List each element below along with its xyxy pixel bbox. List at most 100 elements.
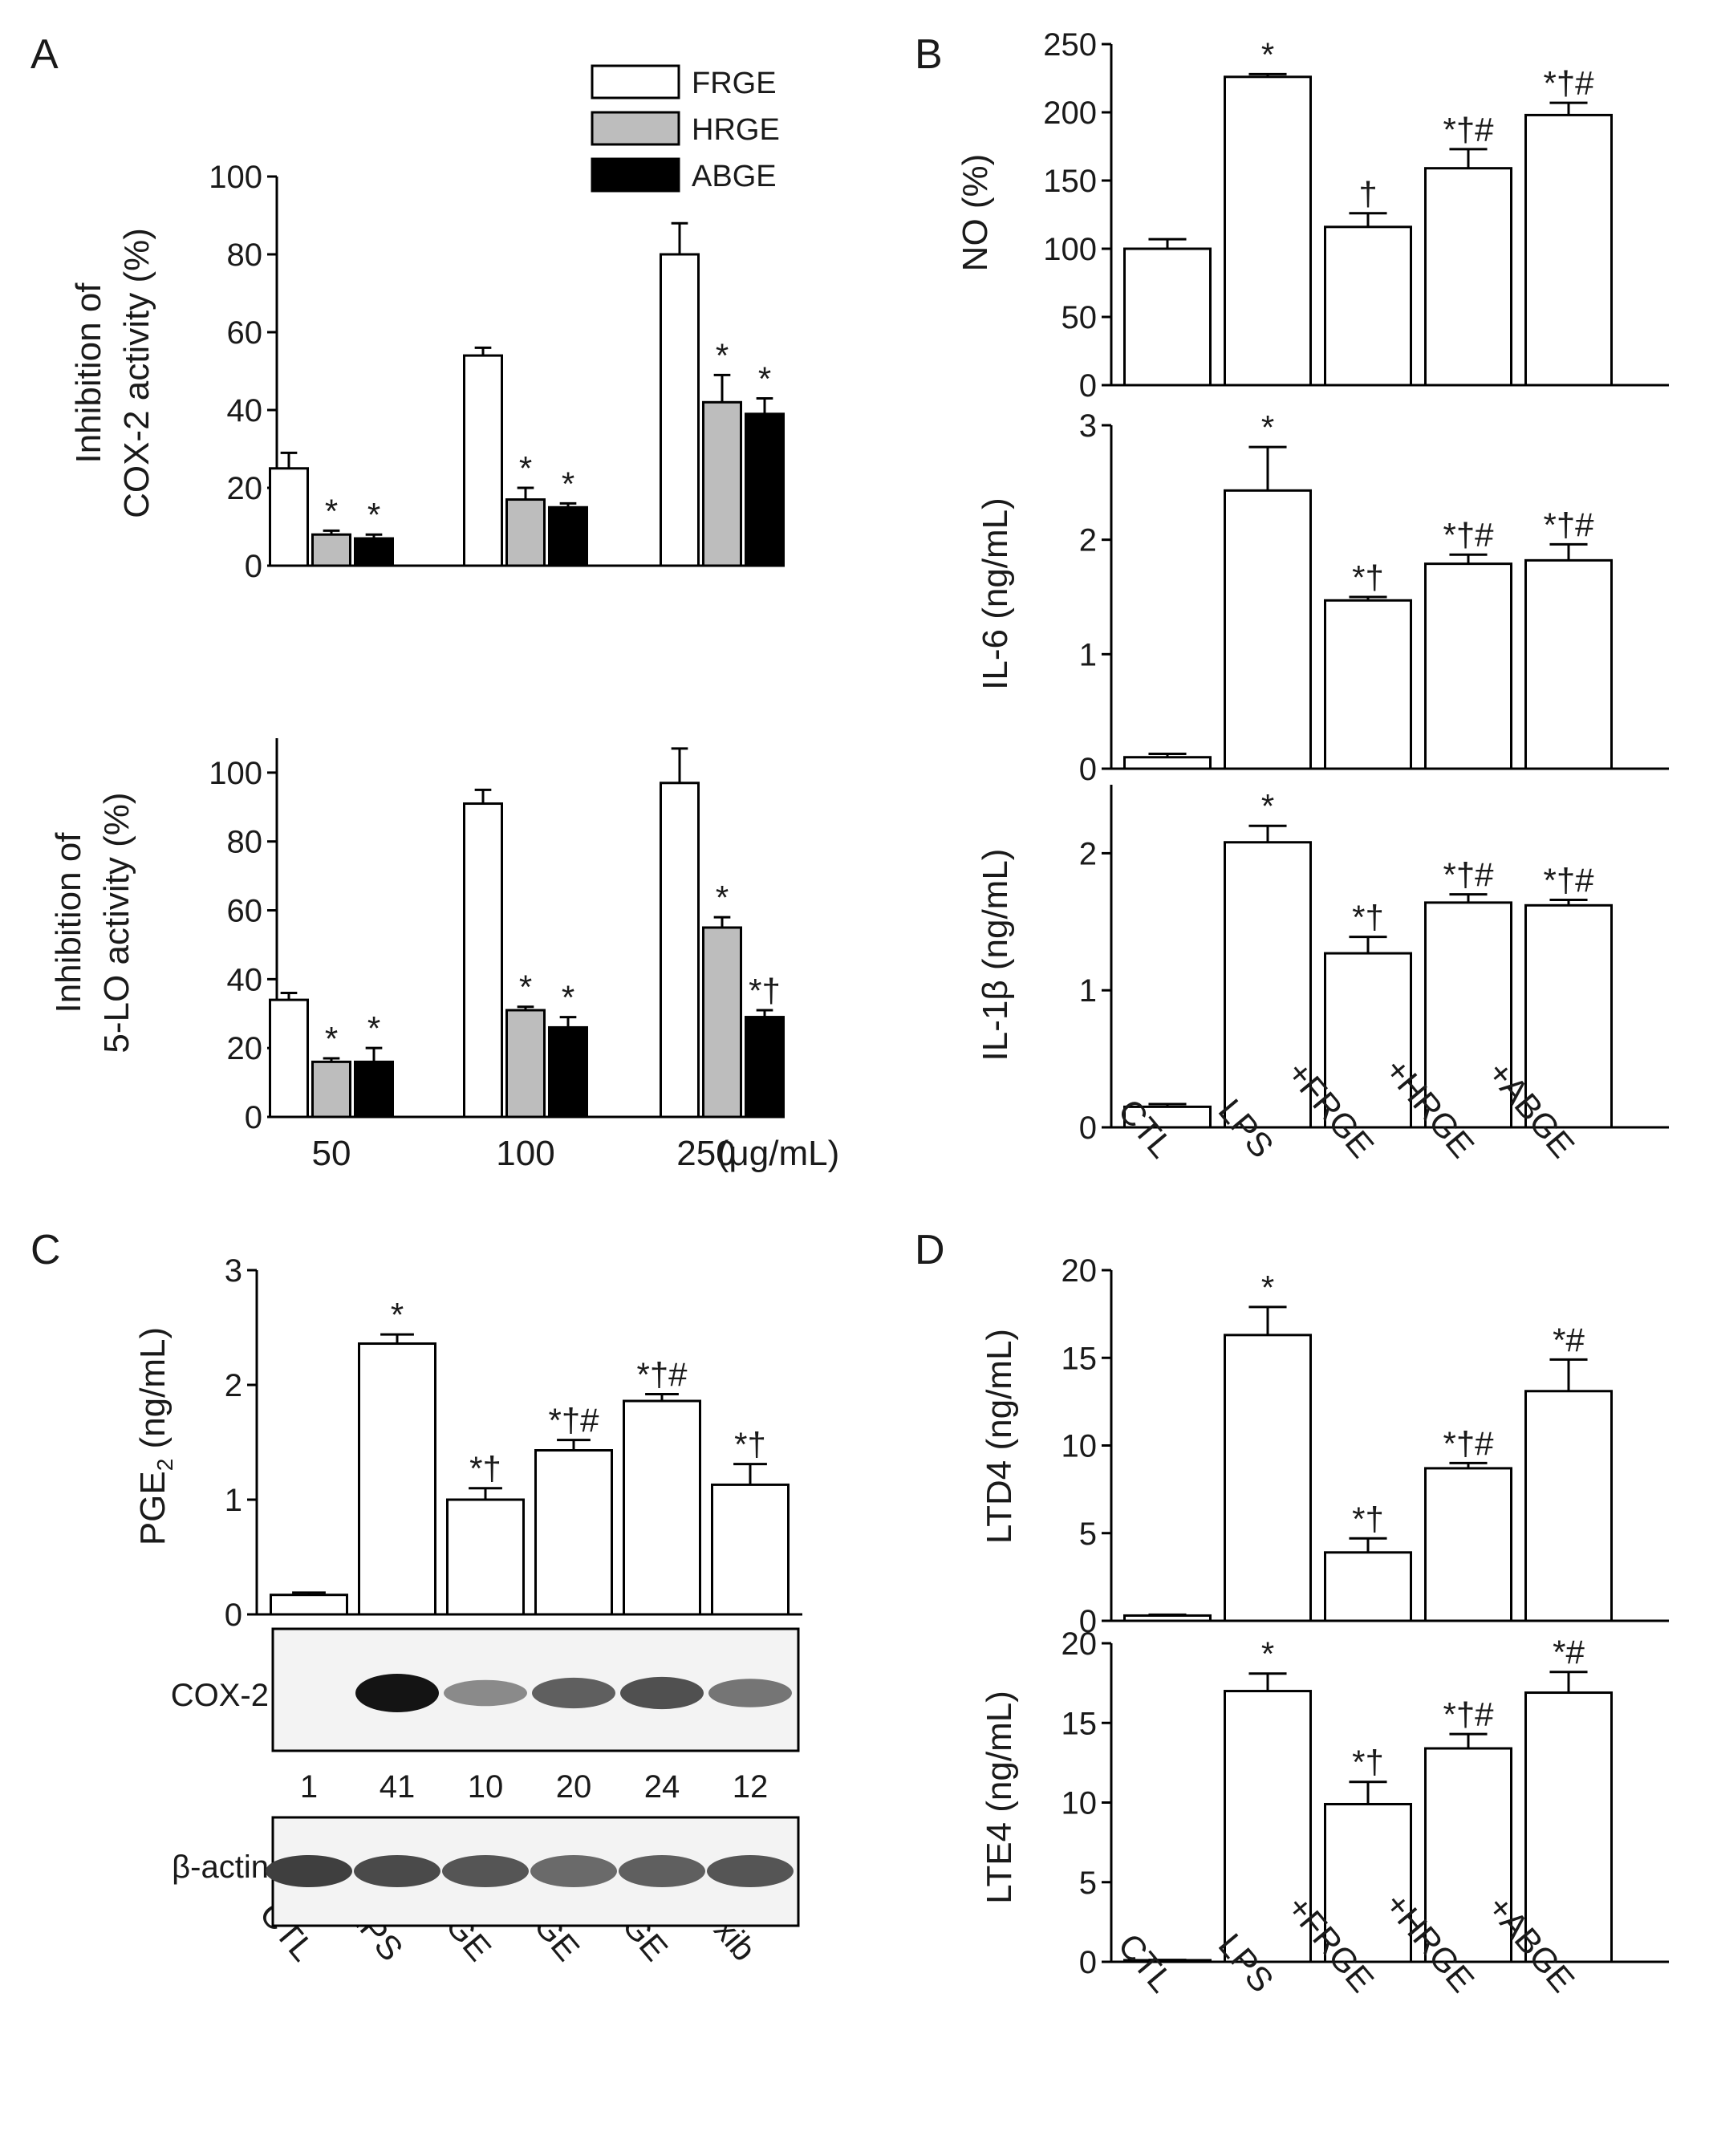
y-tick-label: 100	[1043, 232, 1097, 267]
x-category-label: CTL	[1111, 1927, 1181, 2000]
legend-label-hrge: HRGE	[692, 113, 780, 147]
quant-value: 12	[733, 1769, 769, 1805]
y-tick-label: 5	[1079, 1517, 1097, 1552]
blot-label-actin: β-actin	[172, 1849, 269, 1885]
bar	[1123, 1614, 1212, 1622]
y-tick-label: 2	[225, 1368, 242, 1403]
significance-label: *†#	[1543, 64, 1594, 102]
y-tick-label: 0	[1079, 1604, 1097, 1639]
y-tick-label: 60	[227, 894, 263, 929]
quant-value: 24	[644, 1769, 680, 1805]
significance-label: *	[367, 496, 380, 534]
significance-label: *†#	[1443, 516, 1494, 554]
legend-swatch-hrge	[591, 111, 680, 146]
y-tick-label: 5	[1079, 1866, 1097, 1901]
significance-label: *†	[469, 1450, 501, 1488]
bar	[711, 1483, 790, 1616]
bar	[1224, 489, 1312, 770]
bar	[1524, 1691, 1613, 1963]
bar	[358, 1342, 436, 1616]
legend-swatch-frge	[591, 64, 680, 99]
y-tick-label: 50	[1062, 300, 1098, 335]
y-tick-label: 20	[227, 471, 263, 506]
bar	[623, 1399, 701, 1616]
bar	[1324, 1551, 1412, 1622]
y-tick-label: 20	[227, 1031, 263, 1066]
actin-band	[619, 1855, 705, 1887]
bar	[1123, 756, 1212, 770]
quant-value: 10	[468, 1769, 504, 1805]
chart-cox2-inhibition: 0 20 40 60 80 100 * * * * * * Inhibition of COX-2 act…	[69, 160, 785, 584]
bar	[1324, 225, 1412, 387]
bar	[463, 354, 503, 567]
significance-label: *	[519, 968, 532, 1006]
legend: FRGE HRGE ABGE	[591, 64, 780, 193]
bar	[702, 926, 742, 1119]
significance-label: *†#	[1543, 506, 1594, 543]
legend-swatch-abge	[591, 157, 680, 193]
significance-label: *†	[734, 1426, 766, 1464]
y-tick-label: 15	[1062, 1341, 1098, 1376]
significance-label: *	[1261, 1635, 1274, 1673]
x-group-label: 250	[676, 1134, 735, 1173]
bar	[505, 1009, 546, 1119]
bar	[1424, 901, 1512, 1129]
legend-label-frge: FRGE	[692, 67, 777, 100]
y-tick-label: 80	[227, 238, 263, 273]
significance-label: *	[1261, 1269, 1274, 1306]
y-tick-label: 0	[1079, 1110, 1097, 1146]
y-tick-label: 3	[1079, 408, 1097, 444]
y-tick-label: 0	[1079, 368, 1097, 404]
y-tick-label: 0	[1079, 752, 1097, 787]
cox2-band	[708, 1679, 792, 1707]
bar	[1424, 167, 1512, 387]
y-tick-label: 3	[225, 1253, 242, 1289]
y-tick-label: 0	[245, 549, 262, 584]
bar	[270, 1594, 348, 1616]
actin-band	[707, 1855, 794, 1887]
western-blot: COX-2 1 41 10 20 24 12 β-actin	[171, 1627, 800, 1927]
y-tick-label: 40	[227, 962, 263, 997]
bar	[660, 253, 700, 567]
significance-label: *	[1261, 787, 1274, 825]
significance-label: *†#	[1443, 1424, 1494, 1462]
y-axis-label: LTD4 (ng/mL)	[980, 1329, 1019, 1544]
bar	[354, 537, 394, 567]
chart-no: 0 50 100 150 200 250 * † *†# *†# NO (%)	[956, 27, 1669, 404]
quant-value: 1	[300, 1769, 318, 1805]
significance-label: *	[519, 449, 532, 487]
significance-label: *	[325, 1020, 338, 1058]
actin-bands	[266, 1855, 794, 1887]
y-tick-label: 0	[1079, 1945, 1097, 1980]
cox2-band	[444, 1679, 527, 1707]
significance-label: *†#	[1443, 856, 1494, 894]
significance-label: *†#	[1443, 1695, 1494, 1733]
y-axis-label: Inhibition of	[69, 282, 108, 464]
bar	[1224, 75, 1312, 387]
bar	[311, 533, 351, 567]
significance-label: *†#	[1443, 111, 1494, 148]
chart-il6: 0 1 2 3 * *† *†# *†# IL-6 (ng/mL)	[976, 408, 1669, 787]
significance-label: *†#	[548, 1402, 599, 1439]
significance-label: *†	[1352, 558, 1384, 596]
panel-letter-b: B	[915, 31, 943, 78]
quant-value: 41	[380, 1769, 416, 1805]
significance-label: *†	[1352, 899, 1384, 936]
bar	[1324, 599, 1412, 770]
bar	[354, 1060, 394, 1119]
y-tick-label: 0	[245, 1100, 262, 1135]
significance-label: *	[758, 359, 771, 397]
cox2-bands	[355, 1674, 792, 1712]
significance-label: *	[562, 979, 574, 1017]
y-axis-label: IL-6 (ng/mL)	[976, 497, 1015, 690]
significance-label: *†#	[1543, 861, 1594, 899]
bar	[446, 1498, 525, 1616]
bar	[660, 782, 700, 1119]
bar	[1224, 1334, 1312, 1622]
y-tick-label: 0	[225, 1598, 242, 1633]
y-tick-label: 20	[1062, 1626, 1098, 1662]
y-tick-label: 2	[1079, 523, 1097, 558]
cox2-band	[620, 1676, 704, 1710]
y-axis-label: NO (%)	[956, 154, 995, 272]
